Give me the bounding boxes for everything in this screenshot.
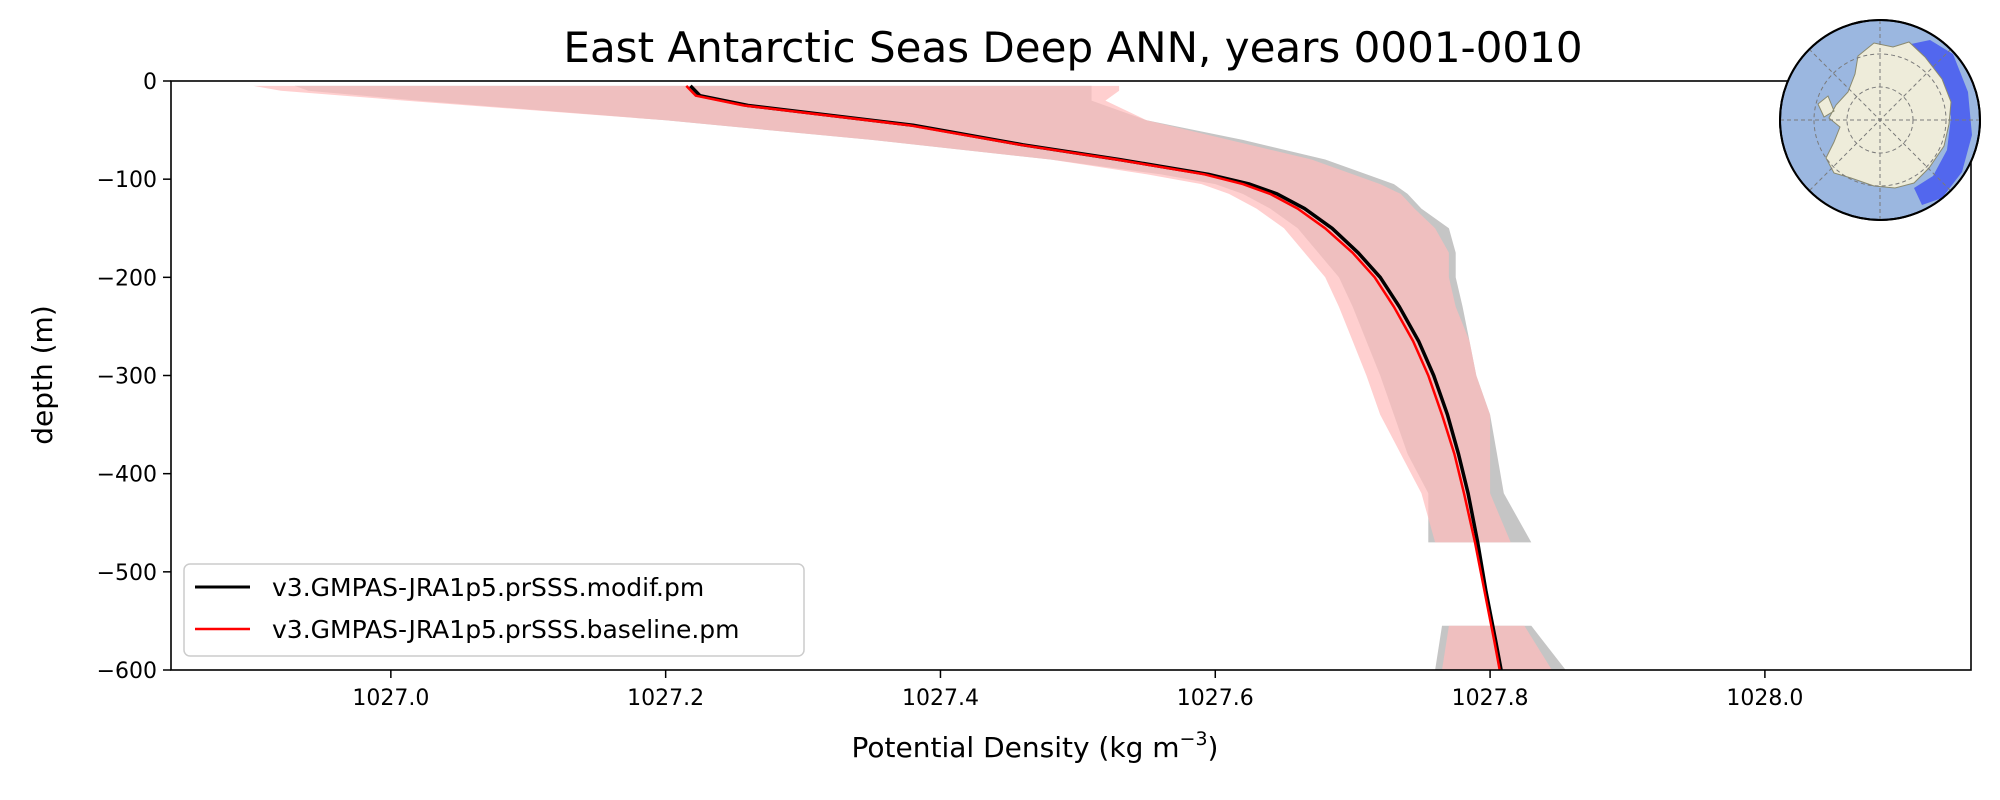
y-tick-label: −600 — [97, 659, 157, 684]
series-lines — [685, 84, 1503, 671]
y-tick-label: −200 — [97, 266, 157, 291]
x-tick-label: 1028.0 — [1726, 686, 1803, 711]
series-line-1 — [685, 85, 1501, 671]
y-tick-label: −300 — [97, 365, 157, 390]
x-tick-label: 1027.4 — [902, 686, 979, 711]
y-tick-label: −400 — [97, 463, 157, 488]
y-axis-label: depth (m) — [26, 305, 59, 445]
legend: v3.GMPAS-JRA1p5.prSSS.modif.pm v3.GMPAS-… — [183, 563, 805, 657]
x-tick-label: 1027.6 — [1177, 686, 1254, 711]
y-tick-label: 0 — [143, 70, 157, 95]
x-axis-label-main: Potential Density (kg m — [852, 731, 1180, 764]
legend-label-baseline: v3.GMPAS-JRA1p5.prSSS.baseline.pm — [272, 615, 740, 644]
legend-label-modif: v3.GMPAS-JRA1p5.prSSS.modif.pm — [272, 573, 704, 602]
x-axis-label-exponent: −3 — [1180, 728, 1208, 750]
map-border — [1779, 19, 1981, 221]
spread-bands — [253, 85, 1566, 670]
antarctic-region-map — [1779, 19, 1981, 221]
chart-title: East Antarctic Seas Deep ANN, years 0001… — [563, 23, 1582, 72]
y-axis: 0 −100 −200 −300 −400 −500 −600 — [97, 70, 171, 684]
highlighted-region — [1911, 40, 1972, 205]
x-axis: 1027.0 1027.2 1027.4 1027.6 1027.8 1028.0 — [352, 670, 1803, 711]
x-axis-label-suffix: ) — [1208, 731, 1219, 764]
x-tick-label: 1027.8 — [1452, 686, 1529, 711]
legend-box — [183, 563, 805, 657]
x-axis-label: Potential Density (kg m−3) — [852, 728, 1219, 764]
y-tick-label: −100 — [97, 168, 157, 193]
x-tick-label: 1027.0 — [352, 686, 429, 711]
x-tick-label: 1027.2 — [627, 686, 704, 711]
map-graticule — [1780, 20, 1980, 220]
y-tick-label: −500 — [97, 561, 157, 586]
